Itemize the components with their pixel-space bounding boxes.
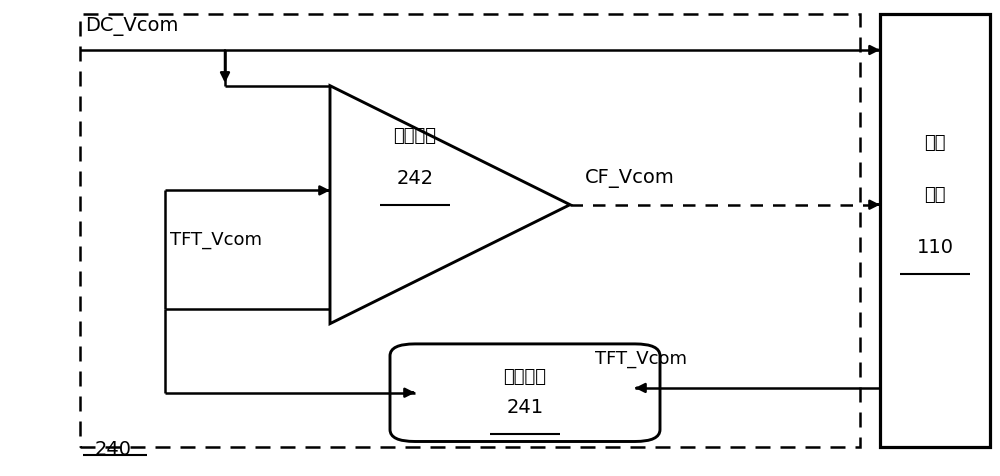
Text: TFT_Vcom: TFT_Vcom — [595, 350, 687, 368]
Text: 触发模块: 触发模块 — [504, 368, 546, 387]
Text: TFT_Vcom: TFT_Vcom — [170, 231, 262, 249]
Text: CF_Vcom: CF_Vcom — [585, 169, 675, 188]
Text: DC_Vcom: DC_Vcom — [85, 17, 178, 36]
Text: 面板: 面板 — [924, 186, 946, 204]
Bar — [880, 14, 990, 447]
Text: 显示: 显示 — [924, 134, 946, 152]
Text: 240: 240 — [95, 440, 132, 459]
Text: 110: 110 — [916, 238, 954, 257]
Text: 补偿模块: 补偿模块 — [394, 127, 436, 145]
Bar — [80, 14, 860, 447]
Text: 242: 242 — [396, 169, 434, 188]
Text: 241: 241 — [506, 398, 544, 417]
